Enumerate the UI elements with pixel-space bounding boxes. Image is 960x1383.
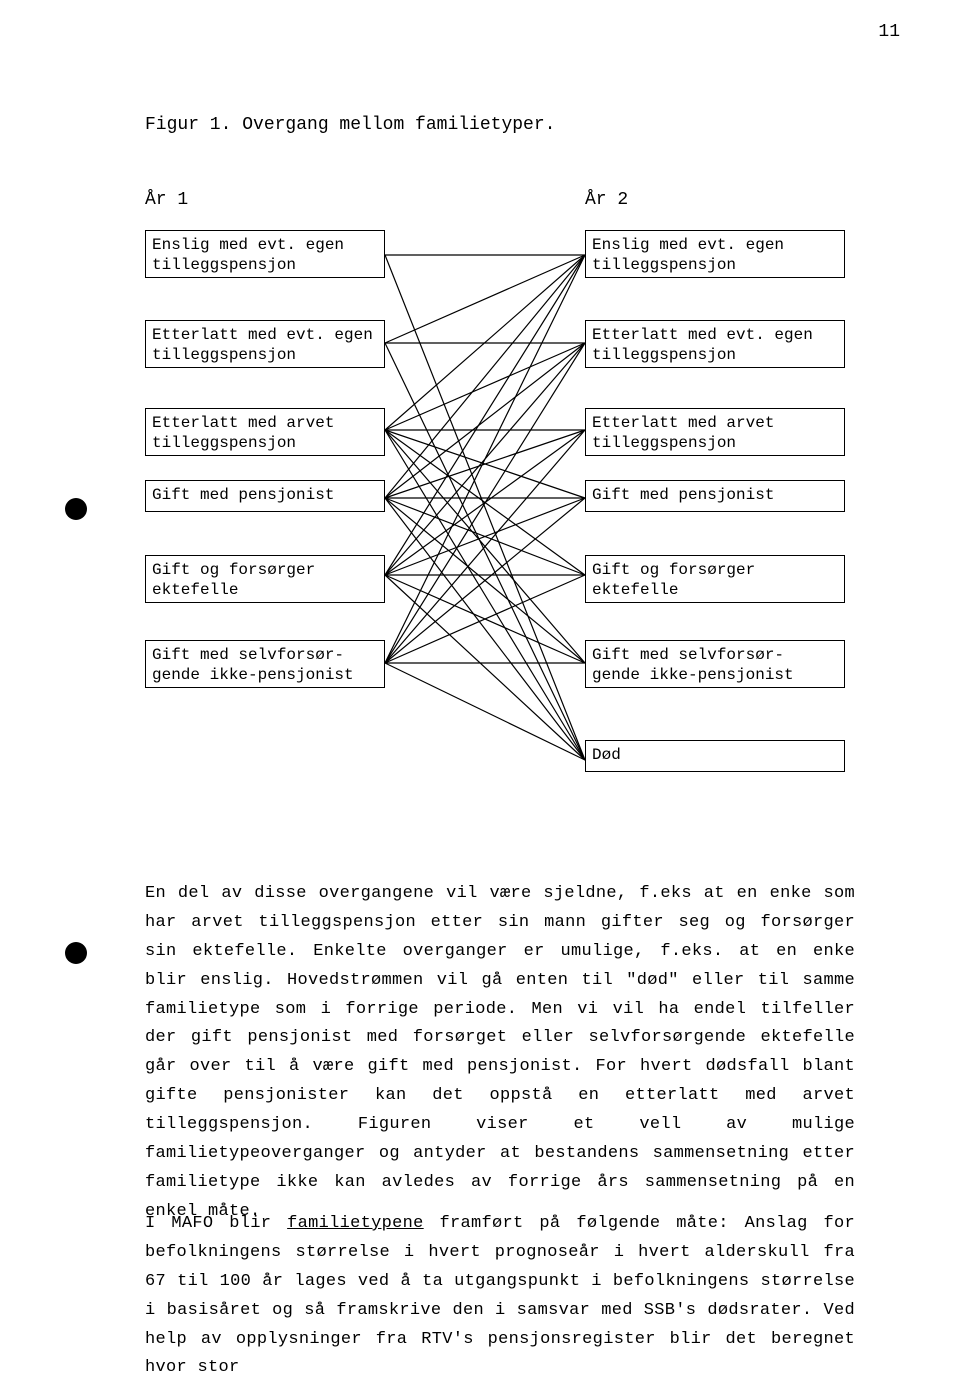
- left-node-1: Etterlatt med evt. egen tilleggspensjon: [145, 320, 385, 368]
- paragraph-2: I MAFO blir familietypene framført på fø…: [145, 1210, 855, 1383]
- page-number: 11: [878, 22, 900, 42]
- transition-diagram: Enslig med evt. egen tilleggspensjon Ette…: [145, 230, 855, 845]
- right-node-6: Død: [585, 740, 845, 772]
- p2-underline: familietypene: [287, 1214, 424, 1233]
- left-node-0: Enslig med evt. egen tilleggspensjon: [145, 230, 385, 278]
- left-node-3: Gift med pensjonist: [145, 480, 385, 512]
- punch-hole-top: [65, 498, 87, 520]
- p2-pre: I MAFO blir: [145, 1214, 287, 1233]
- right-node-3: Gift med pensjonist: [585, 480, 845, 512]
- p2-post: framført på følgende måte: Anslag for be…: [145, 1214, 855, 1377]
- right-node-2: Etterlatt med arvet tilleggspensjon: [585, 408, 845, 456]
- right-node-0: Enslig med evt. egen tilleggspensjon: [585, 230, 845, 278]
- figure-title: Figur 1. Overgang mellom familietyper.: [145, 115, 555, 135]
- paragraph-1: En del av disse overgangene vil være sje…: [145, 880, 855, 1227]
- right-node-1: Etterlatt med evt. egen tilleggspensjon: [585, 320, 845, 368]
- left-node-4: Gift og forsørger ektefelle: [145, 555, 385, 603]
- right-node-5: Gift med selvforsør- gende ikke-pensjoni…: [585, 640, 845, 688]
- punch-hole-bottom: [65, 942, 87, 964]
- left-node-2: Etterlatt med arvet tilleggspensjon: [145, 408, 385, 456]
- page: 11 Figur 1. Overgang mellom familietyper…: [0, 0, 960, 1371]
- right-node-4: Gift og forsørger ektefelle: [585, 555, 845, 603]
- left-node-5: Gift med selvforsør- gende ikke-pensjoni…: [145, 640, 385, 688]
- column-header-left: År 1: [145, 190, 188, 210]
- column-header-right: År 2: [585, 190, 628, 210]
